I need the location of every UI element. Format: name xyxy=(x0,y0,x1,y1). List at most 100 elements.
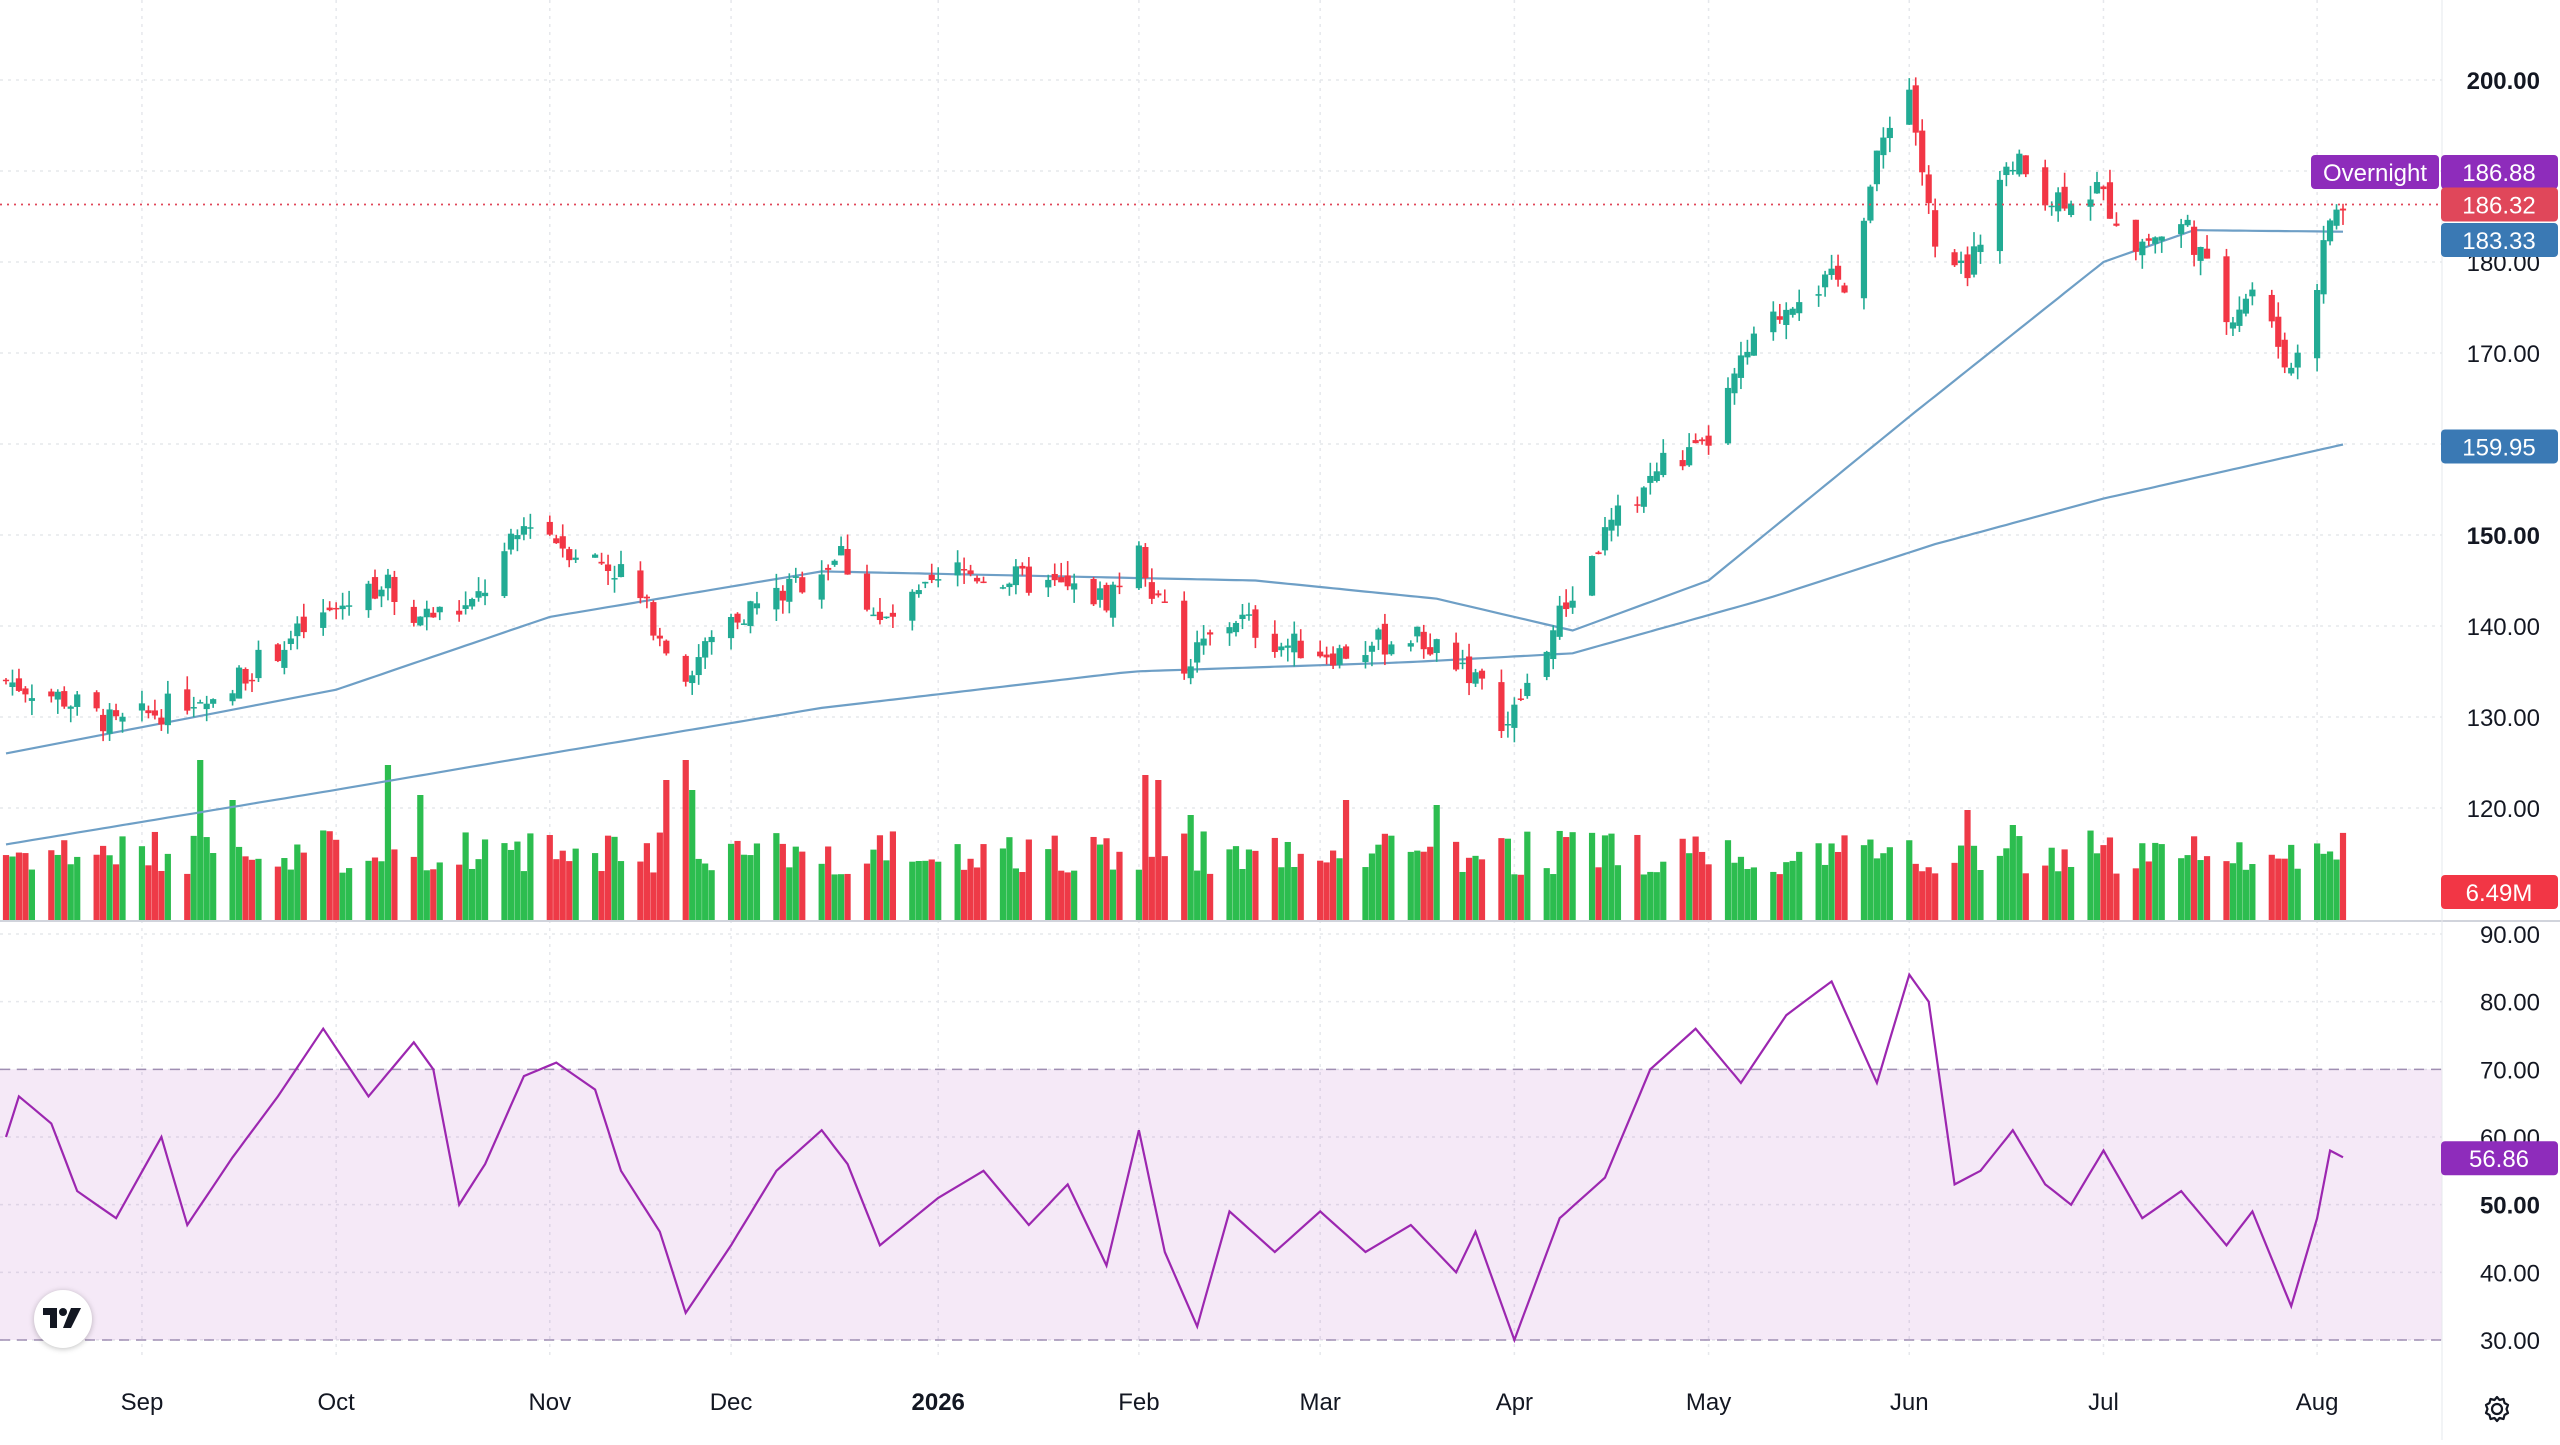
volume-bar xyxy=(702,863,709,920)
candle-body xyxy=(1375,629,1382,640)
candle-body xyxy=(2061,186,2068,209)
candle-body xyxy=(1524,682,1531,697)
candle-body xyxy=(2326,220,2334,242)
volume-bar xyxy=(1996,855,2003,920)
candle-body xyxy=(876,611,884,621)
volume-bar xyxy=(1796,851,1803,920)
volume-bar xyxy=(1563,837,1570,920)
volume-bar xyxy=(1064,872,1071,920)
candle-body xyxy=(1796,302,1803,314)
candle-body xyxy=(1148,582,1155,599)
candle-body xyxy=(2068,203,2075,215)
candle-body xyxy=(779,590,786,601)
volume-bar xyxy=(1427,846,1434,920)
candle-body xyxy=(863,573,871,610)
candle-body xyxy=(1071,583,1078,590)
volume-bar xyxy=(475,859,482,920)
volume-bar xyxy=(799,851,806,920)
candle-body xyxy=(1278,646,1285,651)
candle-body xyxy=(2093,182,2101,194)
volume-bar xyxy=(1750,867,1757,920)
candle-body xyxy=(423,608,430,618)
candle-body xyxy=(1744,351,1751,358)
candle-body xyxy=(326,607,333,611)
candle-body xyxy=(786,578,793,602)
volume-bar xyxy=(1699,851,1706,920)
volume-bar xyxy=(242,856,249,920)
candle-body xyxy=(274,644,281,662)
candle-body xyxy=(2191,226,2198,255)
volume-bar xyxy=(1103,838,1110,920)
candle-body xyxy=(300,616,307,633)
volume-bar xyxy=(1187,815,1194,920)
candle-body xyxy=(1919,130,1926,173)
candle-body xyxy=(2055,192,2062,212)
volume-bar xyxy=(1906,840,1913,920)
volume-bar xyxy=(2178,858,2185,920)
candle-body xyxy=(1996,179,2003,252)
candle-body xyxy=(734,613,741,623)
candle-body xyxy=(572,557,579,560)
candle-body xyxy=(365,583,372,611)
candle-body xyxy=(1407,643,1414,647)
volume-bar xyxy=(235,846,243,920)
volume-bar xyxy=(682,760,689,920)
candle-body xyxy=(481,592,489,597)
candle-body xyxy=(248,679,256,682)
candle-body xyxy=(106,709,113,734)
candle-body xyxy=(1860,220,1868,299)
volume-bar xyxy=(1090,836,1097,920)
candle-body xyxy=(1459,662,1466,665)
volume-bar xyxy=(48,850,55,920)
candle-body xyxy=(1323,654,1330,658)
volume-bar xyxy=(1867,839,1874,920)
candle-body xyxy=(456,610,463,615)
gear-icon[interactable] xyxy=(2482,1394,2512,1424)
candle-body xyxy=(1317,651,1324,657)
volume-bar xyxy=(501,843,508,920)
volume-bar xyxy=(1226,849,1233,920)
rsi-line xyxy=(4,972,2344,1344)
volume-bar xyxy=(15,852,23,920)
volume-bar xyxy=(1556,830,1563,920)
candle-body xyxy=(1155,593,1162,596)
rsi-tick-label: 30.00 xyxy=(2480,1328,2540,1355)
volume-bar xyxy=(2288,844,2295,920)
candle-body xyxy=(1051,573,1058,581)
price-tick-label: 200.00 xyxy=(2467,68,2540,95)
candle-body xyxy=(333,607,340,610)
candle-body xyxy=(1291,633,1298,653)
volume-bar xyxy=(145,865,152,920)
volume-bar xyxy=(1951,862,1958,920)
candle-body xyxy=(1543,651,1550,677)
volume-bar xyxy=(909,861,916,920)
tradingview-logo-icon[interactable] xyxy=(34,1290,92,1348)
candle-body xyxy=(1019,565,1026,569)
volume-bar xyxy=(1608,833,1615,920)
time-axis-label: Mar xyxy=(1299,1389,1340,1416)
candle-body xyxy=(2139,241,2146,256)
volume-bar xyxy=(1239,868,1246,920)
volume-bar xyxy=(326,831,333,920)
volume-bar xyxy=(462,832,469,920)
volume-bar xyxy=(1776,874,1783,920)
volume-bar xyxy=(1880,853,1887,920)
volume-bar xyxy=(734,840,741,920)
volume-bar xyxy=(2152,842,2159,920)
overnight-label-bg xyxy=(2311,155,2439,189)
candle-body xyxy=(203,703,210,710)
volume-bar xyxy=(2048,847,2055,920)
volume-bar xyxy=(274,866,281,920)
volume-bar xyxy=(346,868,353,920)
volume-bar xyxy=(410,856,417,920)
candle-body xyxy=(2009,169,2016,172)
volume-bar xyxy=(999,848,1007,920)
candle-body xyxy=(1381,623,1388,655)
price-tick-label: 130.00 xyxy=(2467,705,2540,732)
volume-bar xyxy=(1595,867,1602,920)
candle-body xyxy=(1932,210,1939,247)
candle-body xyxy=(1096,588,1104,600)
candle-body xyxy=(1588,556,1596,596)
volume-bar xyxy=(138,846,146,920)
